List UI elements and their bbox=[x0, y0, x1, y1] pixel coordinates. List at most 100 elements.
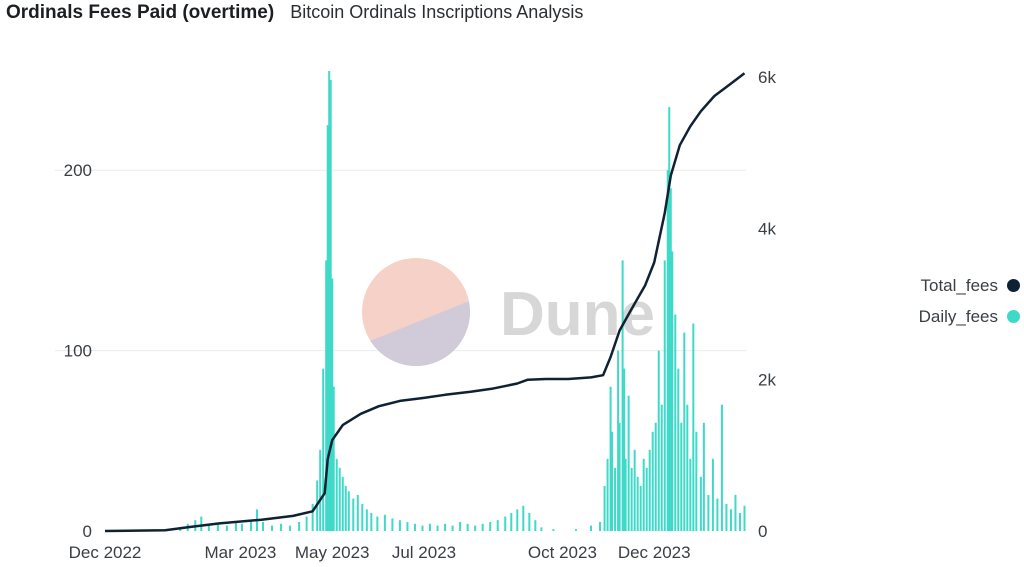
daily-fees-bar bbox=[391, 518, 394, 531]
daily-fees-bar bbox=[436, 525, 439, 531]
daily-fees-bar bbox=[341, 476, 344, 531]
daily-fees-bar bbox=[645, 467, 648, 531]
daily-fees-bar bbox=[466, 523, 469, 531]
daily-fees-bar bbox=[630, 467, 633, 531]
daily-fees-bar bbox=[352, 498, 355, 531]
daily-fees-bar bbox=[654, 422, 657, 531]
daily-fees-bar bbox=[406, 521, 409, 531]
daily-fees-bar bbox=[720, 404, 723, 531]
daily-fees-bar bbox=[376, 516, 379, 531]
daily-fees-bar bbox=[627, 395, 630, 531]
daily-fees-bar bbox=[328, 71, 331, 532]
chart-title: Ordinals Fees Paid (overtime) bbox=[6, 2, 275, 23]
daily-fees-bar bbox=[326, 125, 329, 531]
x-tick-label: Dec 2023 bbox=[618, 543, 691, 562]
daily-fees-bar bbox=[271, 525, 274, 531]
chart-subtitle: Bitcoin Ordinals Inscriptions Analysis bbox=[290, 2, 584, 22]
daily-fees-bar bbox=[611, 431, 614, 531]
daily-fees-bar bbox=[200, 516, 203, 531]
daily-fees-bars bbox=[179, 71, 746, 532]
daily-fees-bar bbox=[606, 458, 609, 531]
daily-fees-bar bbox=[689, 458, 692, 531]
x-tick-label: Dec 2022 bbox=[69, 543, 142, 562]
daily-fees-bar bbox=[383, 514, 386, 531]
daily-fees-bar bbox=[249, 520, 252, 531]
daily-fees-bar bbox=[663, 260, 666, 531]
y-right-tick-label: 2k bbox=[758, 371, 776, 390]
daily-fees-bar bbox=[683, 332, 686, 531]
daily-fees-bar bbox=[657, 350, 660, 531]
daily-fees-bar bbox=[331, 278, 334, 531]
daily-fees-bar bbox=[216, 523, 219, 531]
daily-fees-bar bbox=[660, 404, 663, 531]
daily-fees-bar bbox=[636, 476, 639, 531]
daily-fees-bar bbox=[633, 449, 636, 531]
daily-fees-bar bbox=[666, 170, 669, 531]
daily-fees-bar bbox=[623, 368, 626, 531]
watermark-text: Dune bbox=[500, 280, 655, 349]
dune-watermark: Dune bbox=[362, 258, 655, 366]
daily-fees-bar bbox=[329, 80, 332, 532]
x-tick-label: Oct 2023 bbox=[528, 543, 597, 562]
daily-fees-bar bbox=[686, 404, 689, 531]
daily-fees-bar bbox=[234, 521, 237, 531]
daily-fees-bar bbox=[642, 458, 645, 531]
daily-fees-bar bbox=[289, 525, 292, 531]
daily-fees-bar bbox=[356, 494, 359, 531]
daily-fees-bar bbox=[668, 107, 671, 531]
x-tick-label: Jul 2023 bbox=[392, 543, 456, 562]
legend-label-daily-fees: Daily_fees bbox=[918, 306, 998, 326]
daily-fees-bar bbox=[322, 368, 325, 531]
daily-fees-bar bbox=[504, 516, 507, 531]
daily-fees-bar bbox=[207, 525, 210, 531]
daily-fees-bar bbox=[319, 449, 322, 531]
daily-fees-bar bbox=[370, 512, 373, 531]
daily-fees-bar bbox=[624, 458, 627, 531]
daily-fees-bar bbox=[361, 503, 364, 531]
axis-labels: 0 100 200 0 2k 4k 6k Dec 2022 Mar 2023 May 2023 Ju… bbox=[64, 68, 777, 562]
daily-fees-bar bbox=[743, 505, 746, 531]
daily-fees-bar bbox=[325, 260, 328, 531]
daily-fees-bar bbox=[474, 525, 477, 531]
daily-fees-bar bbox=[280, 523, 283, 531]
daily-fees-bar bbox=[677, 368, 680, 531]
daily-fees-bar bbox=[540, 527, 543, 531]
daily-fees-bar bbox=[338, 467, 341, 531]
legend-item-total-fees[interactable]: Total_fees bbox=[885, 270, 1020, 301]
daily-fees-bar bbox=[674, 314, 677, 531]
legend: Total_fees Daily_fees bbox=[885, 270, 1020, 332]
dune-logo-icon bbox=[362, 258, 470, 366]
total-fees-line bbox=[104, 72, 746, 533]
daily-fees-bar bbox=[305, 516, 308, 531]
daily-fees-bar bbox=[621, 260, 624, 531]
daily-fees-bar bbox=[528, 512, 531, 531]
daily-fees-bar bbox=[692, 323, 695, 531]
daily-fees-bar bbox=[699, 476, 702, 531]
daily-fees-bar bbox=[609, 386, 612, 531]
daily-fees-bar bbox=[496, 520, 499, 531]
chart-header: Ordinals Fees Paid (overtime) Bitcoin Or… bbox=[6, 2, 583, 30]
daily-fees-bar bbox=[225, 525, 228, 531]
daily-fees-bar bbox=[648, 449, 651, 531]
daily-fees-bar bbox=[344, 485, 347, 531]
daily-fees-bar bbox=[711, 458, 714, 531]
daily-fees-bar bbox=[510, 512, 513, 531]
daily-fees-bar bbox=[603, 485, 606, 531]
y-left-tick-label: 100 bbox=[64, 342, 92, 361]
daily-fees-bar bbox=[716, 498, 719, 531]
x-tick-label: May 2023 bbox=[295, 543, 370, 562]
daily-fees-bar bbox=[398, 520, 401, 531]
daily-fees-bar bbox=[332, 386, 335, 531]
legend-item-daily-fees[interactable]: Daily_fees bbox=[885, 301, 1020, 332]
daily-fees-bar bbox=[421, 525, 424, 531]
legend-label-total-fees: Total_fees bbox=[920, 275, 999, 295]
daily-fees-bar bbox=[552, 529, 555, 531]
y-right-tick-label: 0 bbox=[758, 522, 767, 541]
daily-fees-bar bbox=[481, 523, 484, 531]
daily-fees-bar bbox=[516, 509, 519, 531]
daily-fees-bar bbox=[451, 525, 454, 531]
y-right-tick-label: 6k bbox=[758, 68, 776, 87]
daily-fees-bar bbox=[261, 521, 264, 531]
legend-dot-daily-fees bbox=[1007, 310, 1020, 323]
